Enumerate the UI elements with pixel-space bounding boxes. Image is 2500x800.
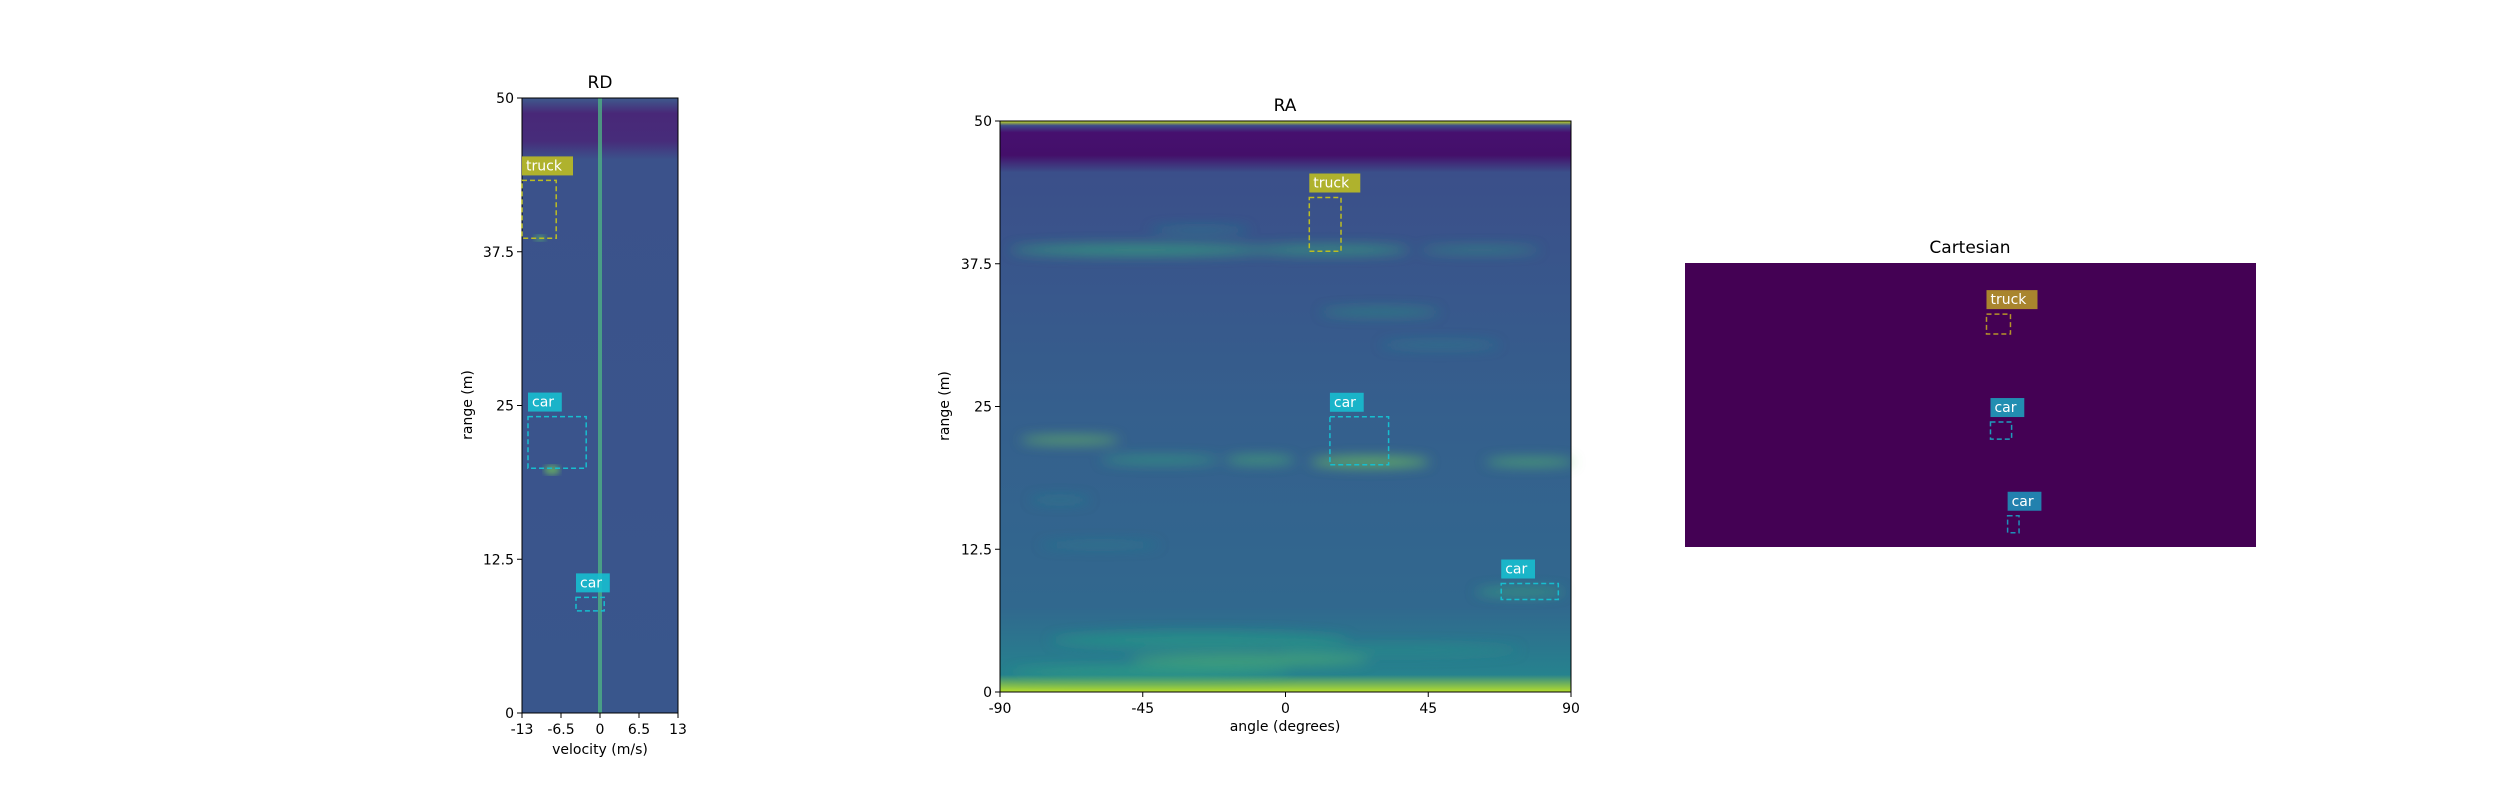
detection-truck: truck (1985, 290, 2038, 335)
x-tick-label: -90 (989, 701, 1012, 717)
y-tick-label: 0 (505, 706, 514, 722)
detection-car: car (575, 573, 610, 612)
detection-box (1989, 421, 2013, 440)
detection-label: truck (1990, 292, 2027, 308)
ra-detections: truck car car (1308, 173, 1560, 601)
detection-car: car (1329, 392, 1390, 466)
detection-label: car (2012, 494, 2034, 510)
detection-truck: truck (1308, 173, 1361, 252)
detection-truck: truck (521, 156, 573, 239)
cartesian-detections: truck car car (1985, 290, 2042, 534)
rd-y-ticks: 0 12.5 25 37.5 50 (483, 91, 522, 722)
ra-title: RA (1274, 96, 1297, 116)
detection-car: car (2006, 491, 2042, 534)
y-tick-label: 50 (496, 91, 514, 107)
rd-detections: truck car car (521, 156, 610, 612)
ra-heatmap (1000, 121, 1571, 692)
y-tick-label: 0 (983, 685, 992, 701)
rd-title: RD (588, 73, 613, 93)
rd-x-ticks: -13 -6.5 0 6.5 13 (511, 713, 687, 738)
x-tick-label: -13 (511, 722, 534, 738)
cartesian-heatmap (1685, 263, 2256, 547)
x-tick-label: 13 (669, 722, 687, 738)
detection-label: truck (1313, 176, 1350, 192)
cartesian-panel: Cartesian truck car car (1685, 238, 2256, 547)
detection-label-bg (1329, 392, 1364, 412)
detection-car: car (1989, 398, 2025, 440)
detection-label: car (1994, 400, 2016, 416)
y-tick-label: 12.5 (483, 552, 514, 568)
detection-label-bg (1501, 559, 1536, 579)
detection-car: car (1500, 559, 1560, 601)
detection-label: car (532, 395, 554, 411)
detection-label: car (580, 575, 602, 591)
detection-label: car (1505, 562, 1527, 578)
detection-label-bg (522, 156, 573, 176)
rd-panel: RD -13 -6.5 0 6.5 13 0 12.5 25 37.5 50 velocity … (460, 73, 687, 758)
ra-x-label: angle (degrees) (1230, 719, 1341, 735)
x-tick-label: 6.5 (628, 722, 650, 738)
rd-zero-doppler-line (598, 98, 602, 713)
detection-label-bg (576, 573, 610, 593)
ra-panel: RA -90 -45 0 45 90 0 12.5 25 37.5 50 angle (degr… (937, 96, 1580, 735)
y-tick-label: 37.5 (961, 257, 992, 273)
rd-x-label: velocity (m/s) (552, 742, 648, 758)
y-tick-label: 12.5 (961, 542, 992, 558)
detection-label-bg (528, 392, 562, 412)
detection-box (1500, 582, 1560, 601)
x-tick-label: -6.5 (547, 722, 574, 738)
detection-label: truck (526, 158, 563, 174)
ra-y-ticks: 0 12.5 25 37.5 50 (961, 114, 1000, 701)
detection-label-bg (1986, 290, 2038, 310)
detection-box (2006, 515, 2020, 534)
detection-label-bg (1309, 173, 1361, 193)
x-tick-label: 0 (1281, 701, 1290, 717)
detection-box (575, 596, 605, 612)
detection-car: car (527, 392, 587, 469)
ra-streaks (1010, 227, 1575, 677)
cartesian-title: Cartesian (1929, 238, 2010, 258)
detection-label: car (1334, 395, 1356, 411)
y-tick-label: 25 (974, 400, 992, 416)
y-tick-label: 25 (496, 399, 514, 415)
detection-box (521, 179, 557, 239)
detection-label-bg (1990, 398, 2025, 418)
y-tick-label: 37.5 (483, 245, 514, 261)
rd-car-blob (544, 465, 560, 475)
y-tick-label: 50 (974, 114, 992, 130)
detection-box (1308, 196, 1342, 252)
x-tick-label: 0 (596, 722, 605, 738)
ra-y-label: range (m) (937, 371, 953, 441)
x-tick-label: -45 (1131, 701, 1154, 717)
detection-box (1985, 313, 2012, 335)
detection-label-bg (2007, 491, 2042, 511)
detection-box (527, 415, 587, 469)
ra-x-ticks: -90 -45 0 45 90 (989, 692, 1580, 717)
detection-box (1329, 416, 1390, 466)
x-tick-label: 45 (1419, 701, 1437, 717)
rd-y-label: range (m) (460, 370, 476, 440)
x-tick-label: 90 (1562, 701, 1580, 717)
